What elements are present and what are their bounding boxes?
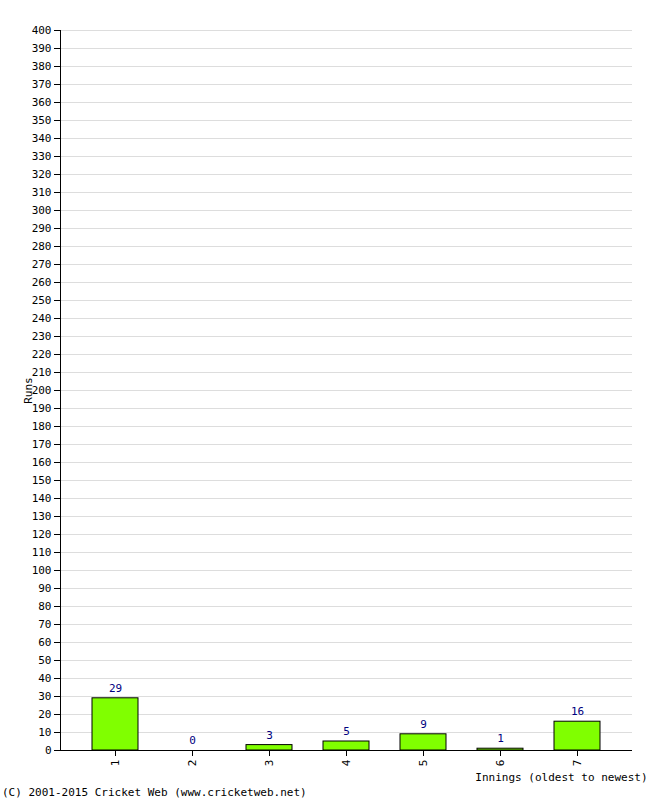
svg-text:240: 240 [32,312,52,325]
svg-text:150: 150 [32,474,52,487]
svg-text:2: 2 [186,760,199,767]
svg-text:0: 0 [189,734,196,747]
svg-text:80: 80 [38,600,51,613]
svg-text:16: 16 [571,705,584,718]
svg-text:230: 230 [32,330,52,343]
svg-text:340: 340 [32,132,52,145]
svg-text:60: 60 [38,636,51,649]
svg-text:4: 4 [340,759,353,766]
svg-text:100: 100 [32,564,52,577]
svg-text:1: 1 [497,732,504,745]
svg-text:3: 3 [263,760,276,767]
svg-text:400: 400 [32,24,52,37]
svg-text:160: 160 [32,456,52,469]
svg-text:330: 330 [32,150,52,163]
svg-text:10: 10 [38,726,51,739]
svg-text:Runs: Runs [22,377,35,404]
svg-text:Innings (oldest to newest): Innings (oldest to newest) [475,771,647,784]
svg-text:0: 0 [45,744,52,757]
svg-text:3: 3 [266,729,273,742]
svg-text:110: 110 [32,546,52,559]
svg-text:130: 130 [32,510,52,523]
svg-text:50: 50 [38,654,51,667]
svg-text:7: 7 [571,760,584,767]
svg-text:360: 360 [32,96,52,109]
svg-text:300: 300 [32,204,52,217]
html-text:(C) 2001-2015 Cricket Web (www: (C) 2001-2015 Cricket Web (www.cricketwe… [2,786,307,799]
svg-text:29: 29 [109,682,122,695]
svg-text:290: 290 [32,222,52,235]
svg-text:190: 190 [31,402,52,415]
svg-text:30: 30 [38,690,51,703]
svg-text:9: 9 [420,718,427,731]
svg-text:270: 270 [32,258,52,271]
svg-text:320: 320 [32,168,52,181]
svg-text:390: 390 [32,42,52,55]
svg-text:370: 370 [32,78,52,91]
svg-text:40: 40 [38,672,51,685]
svg-text:350: 350 [32,114,52,127]
svg-text:220: 220 [32,348,52,361]
svg-text:90: 90 [38,582,51,595]
svg-text:310: 310 [32,186,52,199]
svg-text:200: 200 [31,384,52,397]
svg-text:210: 210 [32,366,52,379]
svg-text:140: 140 [32,492,52,505]
svg-text:70: 70 [38,618,51,631]
svg-text:5: 5 [343,725,350,738]
svg-text:250: 250 [32,294,52,307]
svg-text:1: 1 [109,760,122,767]
svg-text:120: 120 [32,528,52,541]
svg-text:6: 6 [494,760,507,767]
svg-text:5: 5 [417,760,430,767]
svg-text:20: 20 [38,708,51,721]
svg-text:260: 260 [32,276,52,289]
svg-text:380: 380 [32,60,52,73]
svg-text:170: 170 [32,438,52,451]
svg-text:280: 280 [32,240,52,253]
svg-text:180: 180 [32,420,52,433]
